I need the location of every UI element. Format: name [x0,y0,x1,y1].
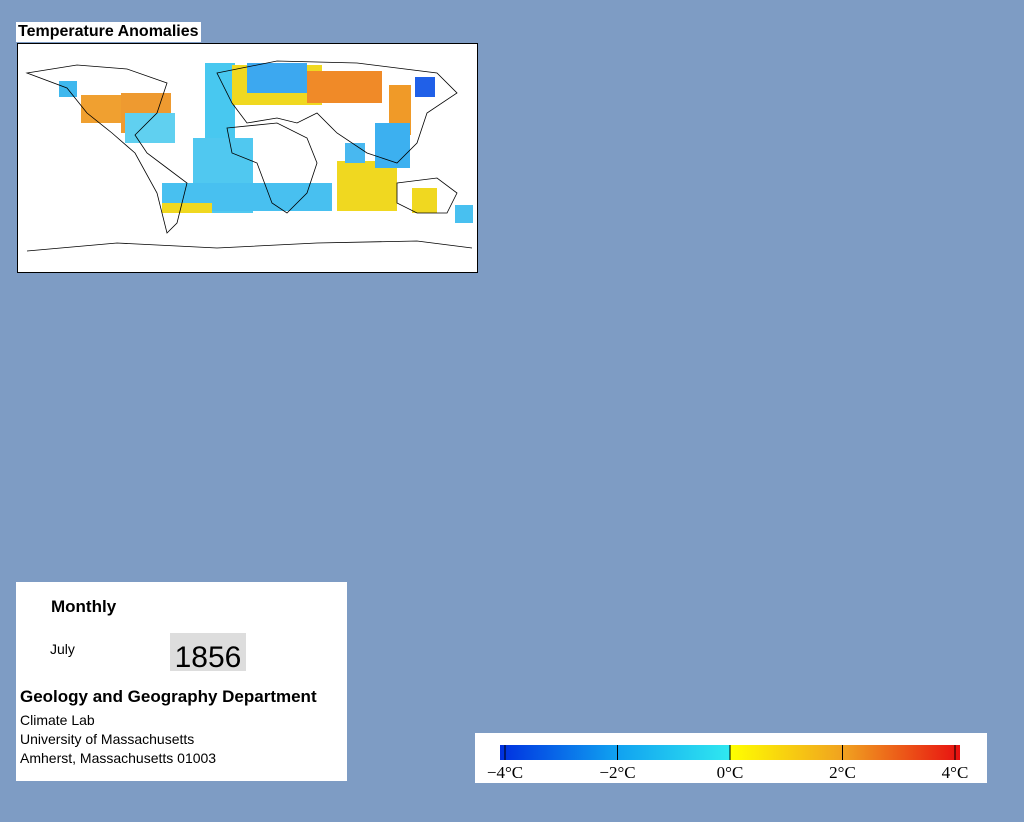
map-title: Temperature Anomalies [16,22,201,42]
period: Monthly [51,597,117,616]
anomaly-map [17,43,478,273]
anomaly-cells [59,63,473,223]
colorbar-label: 2°C [829,763,856,782]
year: 1856 [170,633,246,674]
colorbar: −4°C −2°C 0°C 2°C 4°C [475,733,987,783]
colorbar-label: −2°C [599,763,635,782]
colorbar-label: −4°C [487,763,523,782]
address-line: Climate Lab [20,712,95,728]
colorbar-label: 0°C [717,763,744,782]
info-panel: Monthly July 1856 Geology and Geography … [16,582,347,781]
coastlines [25,60,473,252]
address-line: Amherst, Massachusetts 01003 [20,750,217,766]
address-line: University of Massachusetts [20,731,195,747]
department: Geology and Geography Department [20,687,317,706]
month: July [50,641,75,657]
colorbar-label: 4°C [942,763,969,782]
